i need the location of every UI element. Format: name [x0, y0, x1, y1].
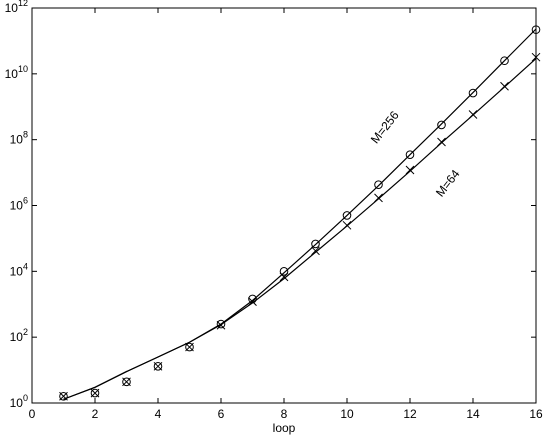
y-tick-label: 108 [10, 130, 28, 147]
fit-curve [63, 58, 537, 400]
y-tick-label: 102 [10, 327, 28, 344]
cross-marker [500, 81, 509, 91]
cross-marker [279, 272, 289, 282]
x-tick-label: 2 [92, 407, 99, 421]
y-tick-exponent: 12 [18, 0, 28, 8]
x-tick-label: 14 [466, 407, 480, 421]
y-tick-base: 10 [10, 330, 24, 344]
y-tick-exponent: 4 [23, 261, 28, 271]
circle-marker [90, 388, 100, 398]
y-tick-base: 10 [5, 67, 19, 81]
x-tick-label: 16 [529, 407, 543, 421]
circle-marker [279, 267, 289, 276]
y-tick-exponent: 6 [23, 196, 28, 206]
y-tick-base: 10 [10, 133, 24, 147]
x-tick-label: 12 [403, 407, 417, 421]
circle-marker [437, 120, 446, 130]
circle-marker [153, 362, 163, 371]
plot-frame [31, 7, 537, 404]
curve-annotation: M=256 [368, 108, 402, 146]
circle-marker [468, 88, 478, 98]
y-tick-label: 104 [10, 261, 28, 278]
cross-marker [216, 320, 226, 330]
circle-marker [122, 377, 131, 387]
circle-marker [59, 391, 68, 401]
y-tick-base: 10 [5, 1, 19, 15]
x-tick-label: 10 [340, 407, 354, 421]
cross-marker [468, 110, 478, 119]
x-tick-label: 0 [29, 407, 36, 421]
cross-marker [248, 297, 257, 306]
x-tick-label: 6 [218, 407, 225, 421]
y-tick-label: 1010 [5, 64, 28, 81]
circle-marker [311, 239, 320, 249]
cross-marker [90, 388, 100, 398]
y-tick-base: 10 [10, 396, 24, 410]
y-tick-base: 10 [10, 264, 24, 278]
cross-marker [342, 220, 352, 230]
circle-marker [185, 342, 194, 352]
circle-marker [216, 319, 226, 329]
y-tick-base: 10 [10, 199, 24, 213]
circle-marker [531, 25, 541, 34]
y-tick-exponent: 0 [23, 393, 28, 403]
cross-marker [59, 391, 68, 401]
cross-marker [405, 165, 415, 175]
curve-annotation: M=64 [433, 167, 463, 200]
y-tick-exponent: 8 [23, 130, 28, 140]
y-tick-label: 1012 [5, 0, 28, 15]
y-tick-exponent: 10 [18, 64, 28, 74]
cross-marker [311, 246, 320, 256]
cross-marker [122, 377, 131, 387]
circle-marker [374, 180, 383, 189]
circle-marker [405, 150, 415, 159]
fit-curve [63, 28, 537, 400]
y-tick-label: 100 [10, 393, 28, 410]
x-tick-label: 4 [155, 407, 162, 421]
circle-marker [500, 56, 509, 66]
y-tick-exponent: 2 [23, 327, 28, 337]
cross-marker [153, 361, 163, 371]
circle-marker [342, 211, 352, 220]
x-tick-label: 8 [281, 407, 288, 421]
cross-marker [437, 137, 446, 147]
cross-marker [531, 52, 541, 62]
cross-marker [185, 342, 194, 352]
cross-marker [374, 193, 383, 203]
y-tick-label: 106 [10, 196, 28, 213]
x-axis-label: loop [273, 421, 296, 435]
